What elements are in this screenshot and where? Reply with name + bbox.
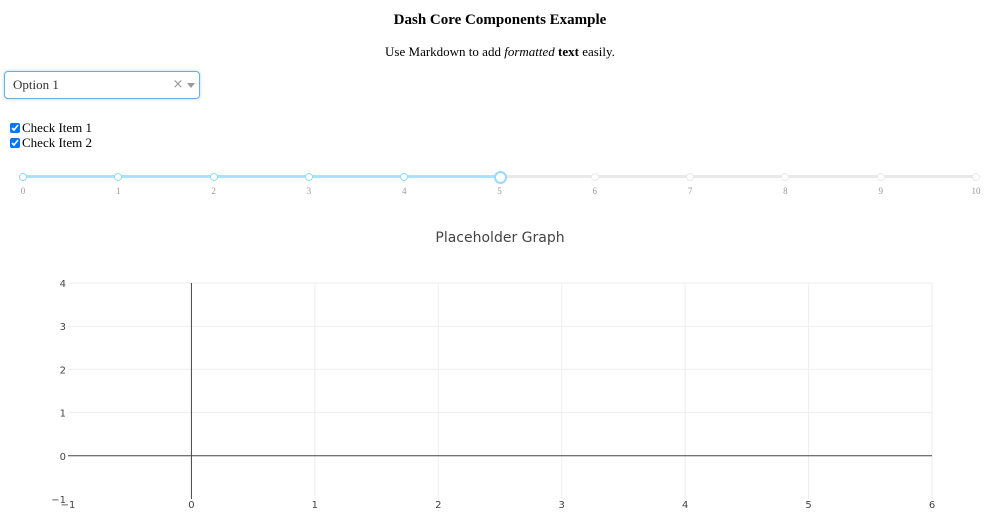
slider-dot-2[interactable] [209, 173, 218, 181]
y-tick-label: −1 [51, 495, 66, 506]
slider-mark-10[interactable]: 10 [971, 186, 981, 196]
slider-mark-1[interactable]: 1 [116, 186, 121, 196]
intro-suffix: easily. [578, 44, 615, 59]
checklist-item-2-label: Check Item 2 [22, 135, 93, 150]
range-slider[interactable]: 0 1 2 3 4 5 6 7 8 9 10 [0, 164, 1000, 204]
intro-bold: text [558, 44, 579, 59]
placeholder-graph[interactable]: −1 0 1 2 3 4 5 6 −1 0 1 2 3 4 Placeholder Graph [0, 218, 1000, 528]
page-title: Dash Core Components Example [393, 12, 607, 28]
slider-mark-2[interactable]: 2 [211, 186, 216, 196]
slider-mark-9[interactable]: 9 [878, 186, 883, 196]
slider-dot-10[interactable] [972, 173, 980, 181]
slider-mark-3[interactable]: 3 [306, 186, 312, 196]
slider-mark-4[interactable]: 4 [401, 186, 407, 196]
checkbox-item-1[interactable] [10, 123, 20, 133]
slider-dot-6[interactable] [590, 173, 599, 181]
checklist-item-1[interactable]: Check Item 1 [8, 120, 92, 135]
checkbox-item-2[interactable] [10, 138, 20, 148]
slider-handle[interactable] [493, 171, 507, 184]
y-tick-label: 0 [60, 452, 66, 463]
intro-italic: formatted [504, 44, 555, 59]
y-tick-label: 3 [60, 322, 66, 333]
slider-dot-1[interactable] [114, 173, 123, 181]
x-tick-label: 1 [312, 500, 318, 511]
graph-title: Placeholder Graph [435, 230, 564, 246]
slider-dot-8[interactable] [781, 173, 790, 181]
graph-svg[interactable]: −1 0 1 2 3 4 5 6 −1 0 1 2 3 4 Placeholder Graph [0, 218, 1000, 528]
dropdown-selected-value: Option 1 [13, 77, 59, 92]
clear-icon[interactable]: × [172, 77, 184, 92]
slider-dot-7[interactable] [686, 173, 695, 181]
slider-dot-9[interactable] [876, 173, 885, 181]
slider-mark-0[interactable]: 0 [20, 186, 26, 196]
x-tick-label: 3 [559, 500, 565, 511]
checklist-item-1-label: Check Item 1 [22, 120, 93, 135]
slider-dot-3[interactable] [304, 173, 313, 181]
markdown-intro: Use Markdown to add formatted text easil… [0, 44, 1000, 60]
y-tick-label: 2 [60, 365, 66, 376]
x-tick-label: 5 [805, 500, 811, 511]
intro-prefix: Use Markdown to add [385, 44, 505, 59]
slider-mark-8[interactable]: 8 [783, 186, 788, 196]
slider-dot-4[interactable] [400, 173, 409, 181]
x-tick-label: 4 [682, 500, 688, 511]
y-tick-label: 4 [60, 279, 66, 290]
slider-mark-5[interactable]: 5 [497, 186, 502, 196]
chevron-down-icon[interactable] [187, 83, 195, 88]
slider-track[interactable] [23, 175, 500, 178]
slider-mark-7[interactable]: 7 [687, 186, 693, 196]
checklist-item-2[interactable]: Check Item 2 [8, 135, 92, 150]
option-dropdown[interactable]: Option 1 × [4, 71, 200, 99]
slider-mark-6[interactable]: 6 [592, 186, 598, 196]
x-tick-label: 0 [188, 500, 194, 511]
x-tick-label: 6 [929, 500, 935, 511]
x-tick-label: 2 [435, 500, 441, 511]
slider-dot-0[interactable] [19, 173, 27, 181]
x-tick-label: −1 [61, 500, 76, 511]
y-tick-label: 1 [60, 409, 66, 420]
